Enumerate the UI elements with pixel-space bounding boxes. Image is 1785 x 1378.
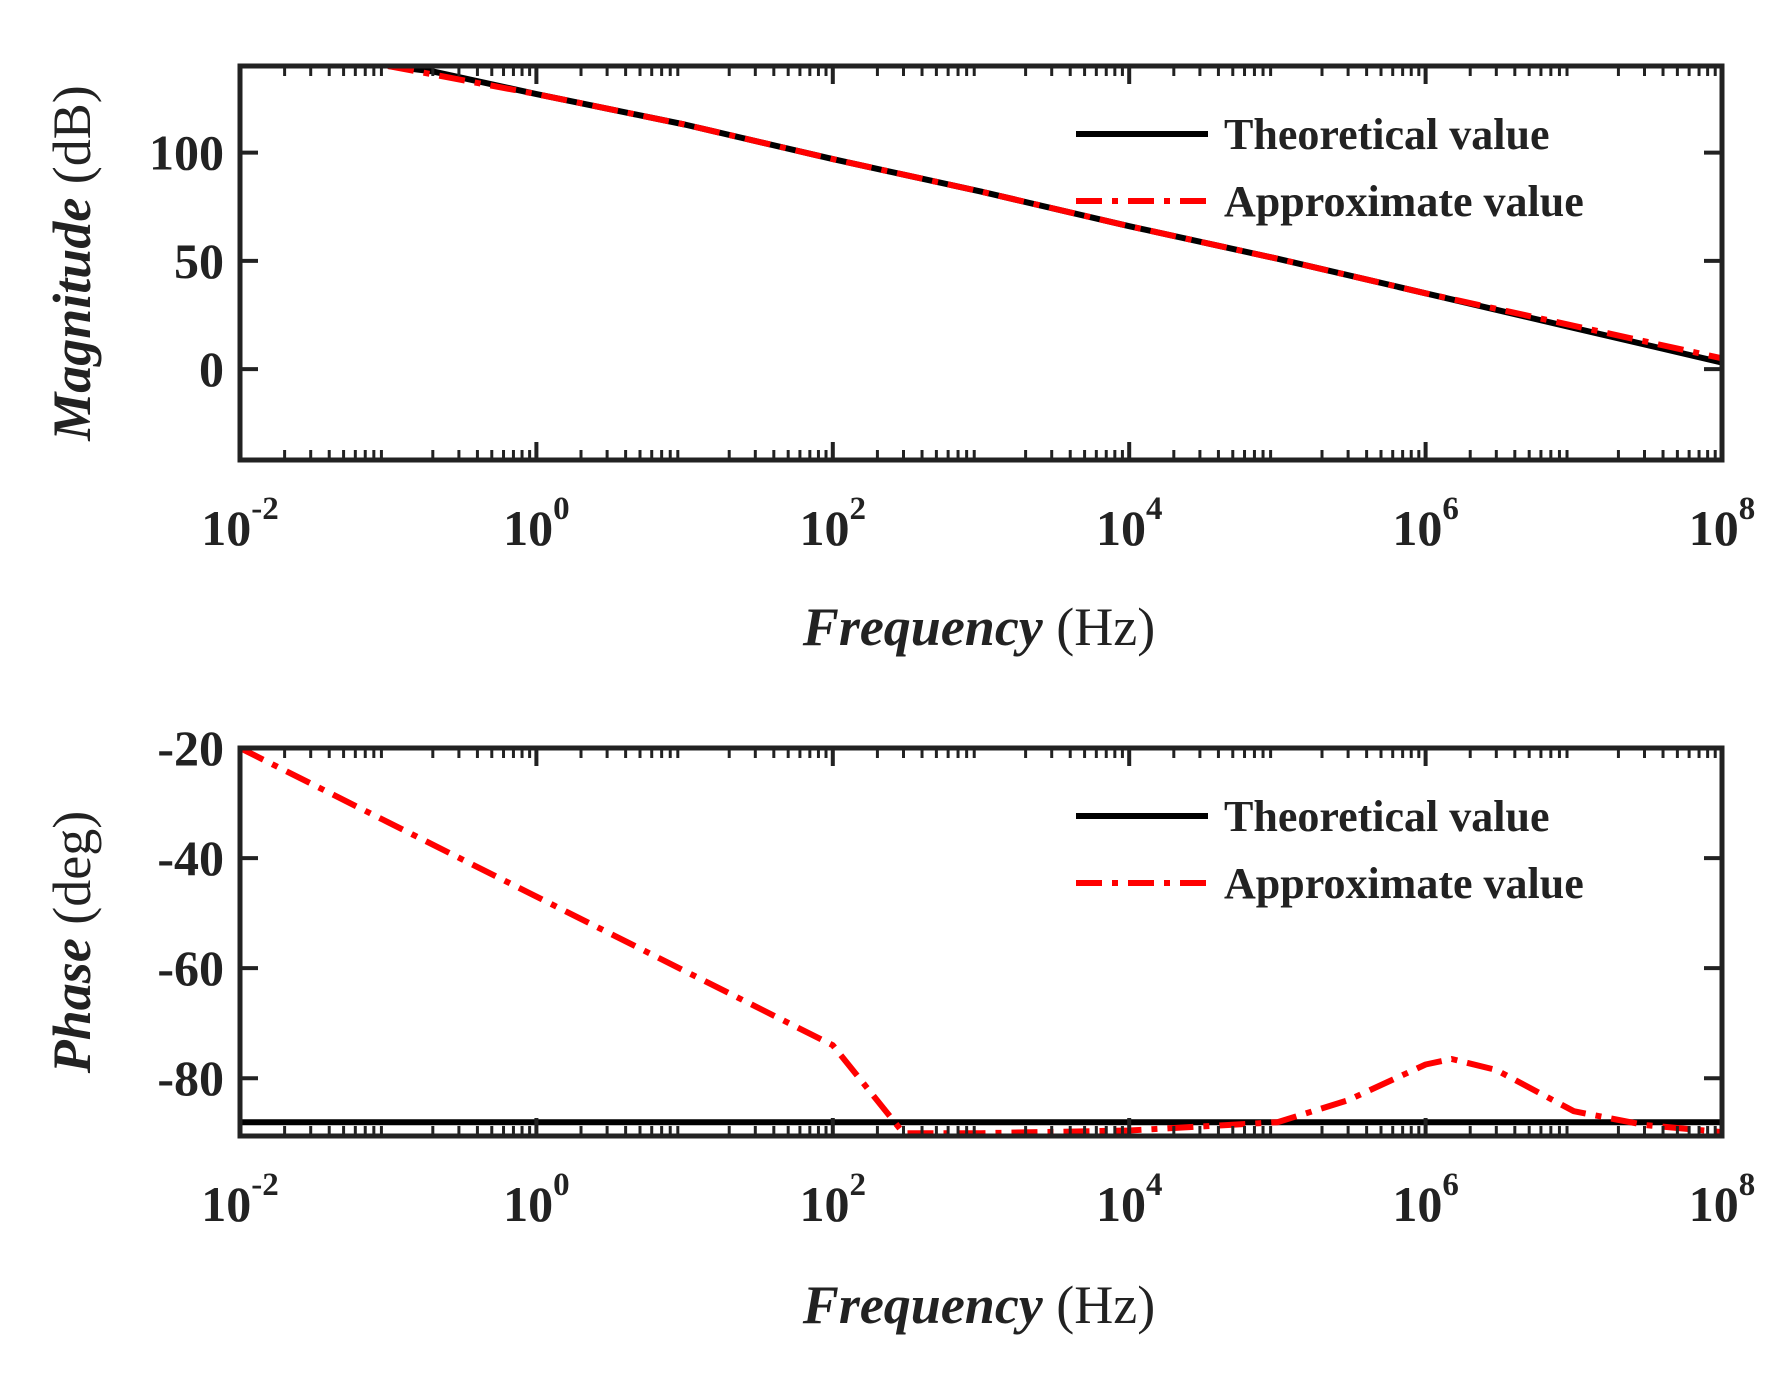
magnitude-chart: 10-2 100 102 104 106 108 100 50 0 Frequency (Hz) M… [42,63,1756,657]
phase-xtick-label: 100 [503,1167,570,1232]
magnitude-legend-label-approximate: Approximate value [1224,177,1584,226]
phase-legend: Theoretical value Approximate value [1076,792,1584,908]
phase-ytick-label: -60 [157,940,224,996]
phase-ytick-label: -80 [157,1050,224,1106]
magnitude-xtick-label: 100 [503,491,570,556]
magnitude-xtick-label: 108 [1689,491,1756,556]
phase-xtick-label: 102 [800,1167,867,1232]
phase-axes-frame [237,745,1725,1139]
phase-ytick-label: -20 [157,720,224,776]
phase-chart: 10-2 100 102 104 106 108 -20 -40 -60 -80 Frequency… [42,720,1755,1335]
magnitude-legend: Theoretical value Approximate value [1076,110,1584,226]
magnitude-series-approximate-line [387,66,1722,362]
phase-ylabel: Phase (deg) [42,811,102,1074]
magnitude-xtick-label: 104 [1096,491,1163,556]
phase-ytick-label: -40 [157,830,224,886]
phase-xtick-label: 106 [1392,1167,1459,1232]
magnitude-ylabel: Magnitude (dB) [42,85,102,442]
magnitude-ytick-label: 0 [199,341,224,397]
phase-legend-label-theoretical: Theoretical value [1224,792,1549,841]
magnitude-xlabel: Frequency (Hz) [802,597,1155,657]
phase-legend-label-approximate: Approximate value [1224,859,1584,908]
phase-xlabel: Frequency (Hz) [802,1275,1155,1335]
magnitude-axes-frame [237,63,1725,463]
magnitude-legend-label-theoretical: Theoretical value [1224,110,1549,159]
phase-xtick-label: 104 [1096,1167,1163,1232]
magnitude-xtick-label: 10-2 [201,491,279,556]
magnitude-xtick-label: 102 [800,491,867,556]
phase-xtick-label: 108 [1689,1167,1756,1232]
magnitude-ytick-label: 100 [149,125,224,181]
magnitude-ytick-label: 50 [174,233,224,289]
magnitude-xtick-label: 106 [1392,491,1459,556]
phase-xtick-label: 10-2 [201,1167,279,1232]
phase-series-approximate-line [240,748,1722,1136]
